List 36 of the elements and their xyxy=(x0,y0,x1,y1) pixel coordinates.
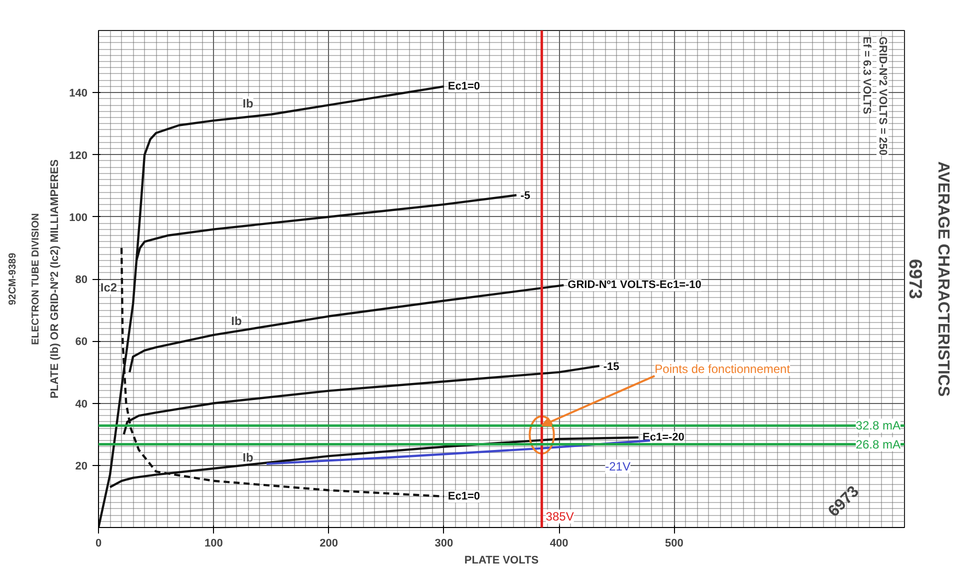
ref-line-label: 385V xyxy=(546,510,574,524)
annotation: Ic2 xyxy=(100,280,118,295)
y-axis-title: PLATE (Ib) OR GRID-Nº2 (Ic2) MILLIAMPERES xyxy=(49,159,62,399)
x-tick-label: 500 xyxy=(665,538,684,550)
annotation: Ib xyxy=(231,314,242,328)
text: AVERAGE CHARACTERISTICS xyxy=(934,161,952,397)
y-tick-label: 20 xyxy=(75,460,88,472)
x-tick-label: 300 xyxy=(434,538,454,550)
series-label: Ec1=0 xyxy=(448,80,480,92)
x-tick-label: 400 xyxy=(550,538,568,550)
y-tick-label: 120 xyxy=(69,150,88,162)
series-label: -5 xyxy=(520,190,530,202)
x-tick-label: 0 xyxy=(95,538,102,550)
y-tick-label: 40 xyxy=(75,398,88,410)
y-tick-label: 140 xyxy=(69,88,88,100)
x-axis-title: PLATE VOLTS xyxy=(464,554,539,566)
annotation: Ef = 6.3 VOLTS xyxy=(860,36,872,114)
series-label: Ec1=-20 xyxy=(642,431,684,444)
series-label: -15 xyxy=(603,360,620,373)
annotation: GRID-Nº2 VOLTS = 250 xyxy=(876,36,888,156)
y-tick-label: 60 xyxy=(75,336,88,348)
annotation: -21V xyxy=(605,460,630,474)
y-tick-label: 100 xyxy=(69,212,88,224)
text: 6973 xyxy=(906,258,926,300)
x-tick-label: 200 xyxy=(320,538,338,550)
x-tick-label: 100 xyxy=(204,538,223,550)
y-tick-label: 80 xyxy=(75,274,88,286)
annotation: Points de fonctionnement xyxy=(654,362,791,376)
annotation: Ib xyxy=(242,450,254,464)
ref-line-label: 32.8 mA xyxy=(856,418,901,433)
ref-line-label: 26.8 mA xyxy=(856,437,901,452)
annotation: Ib xyxy=(242,96,254,110)
series-label: GRID-Nº1 VOLTS-Ec1=-10 xyxy=(568,279,702,292)
series-label: Ec1=0 xyxy=(448,490,480,502)
text: 92CM-9389 xyxy=(8,252,18,306)
text: ELECTRON TUBE DIVISION xyxy=(30,213,42,345)
